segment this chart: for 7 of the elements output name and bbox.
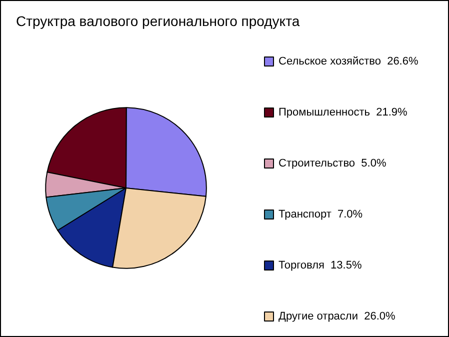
- legend-label: Промышленность 21.9%: [278, 106, 408, 118]
- legend-label: Торговля 13.5%: [278, 260, 362, 272]
- legend-label: Сельское хозяйство 26.6%: [278, 56, 418, 68]
- legend-label: Строительство 5.0%: [278, 158, 386, 170]
- legend-label: Транспорт 7.0%: [278, 208, 363, 220]
- chart-title: Структра валового регионального продукта: [16, 13, 300, 29]
- legend-label: Другие отрасли 26.0%: [278, 310, 396, 322]
